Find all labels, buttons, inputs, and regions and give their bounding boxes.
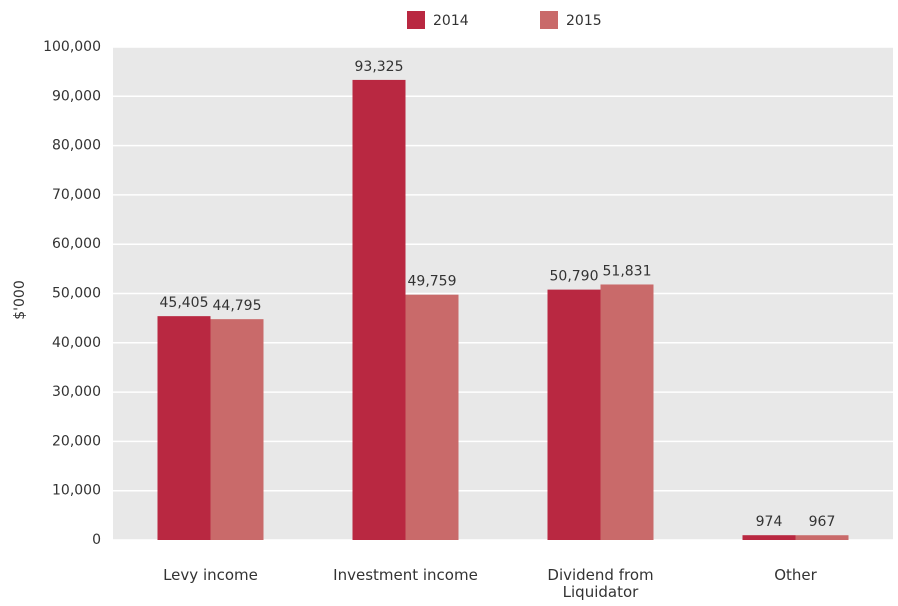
y-tick-label: 80,000	[52, 138, 101, 154]
data-label: 974	[756, 514, 783, 530]
y-tick-label: 10,000	[52, 483, 101, 499]
legend-swatch	[407, 11, 425, 29]
y-tick-label: 20,000	[52, 433, 101, 449]
bar	[742, 535, 796, 540]
y-axis-label: $'000	[12, 280, 28, 319]
bar	[352, 79, 406, 541]
y-tick-label: 50,000	[52, 286, 101, 302]
bar	[547, 289, 601, 540]
data-label: 967	[809, 514, 836, 530]
bar	[795, 535, 849, 540]
data-label: 51,831	[603, 263, 652, 279]
bar	[157, 316, 211, 540]
legend-swatch	[540, 11, 558, 29]
y-tick-label: 70,000	[52, 187, 101, 203]
legend-label: 2015	[566, 13, 602, 29]
data-label: 50,790	[550, 269, 599, 285]
x-tick-label: Levy income	[163, 566, 258, 584]
data-label: 93,325	[355, 59, 404, 75]
bar	[600, 284, 654, 540]
y-tick-label: 30,000	[52, 384, 101, 400]
data-label: 45,405	[160, 295, 209, 311]
y-tick-label: 0	[92, 532, 101, 548]
y-tick-label: 90,000	[52, 88, 101, 104]
bar	[210, 319, 264, 540]
legend-label: 2014	[433, 13, 469, 29]
y-tick-label: 100,000	[43, 39, 101, 55]
x-tick-label: Other	[774, 566, 817, 584]
y-tick-label: 60,000	[52, 236, 101, 252]
data-label: 49,759	[408, 274, 457, 290]
x-tick-label: Investment income	[333, 566, 478, 584]
y-tick-label: 40,000	[52, 335, 101, 351]
x-tick-label: Dividend from Liquidator	[547, 566, 654, 601]
bar	[405, 294, 459, 540]
data-label: 44,795	[213, 298, 262, 314]
